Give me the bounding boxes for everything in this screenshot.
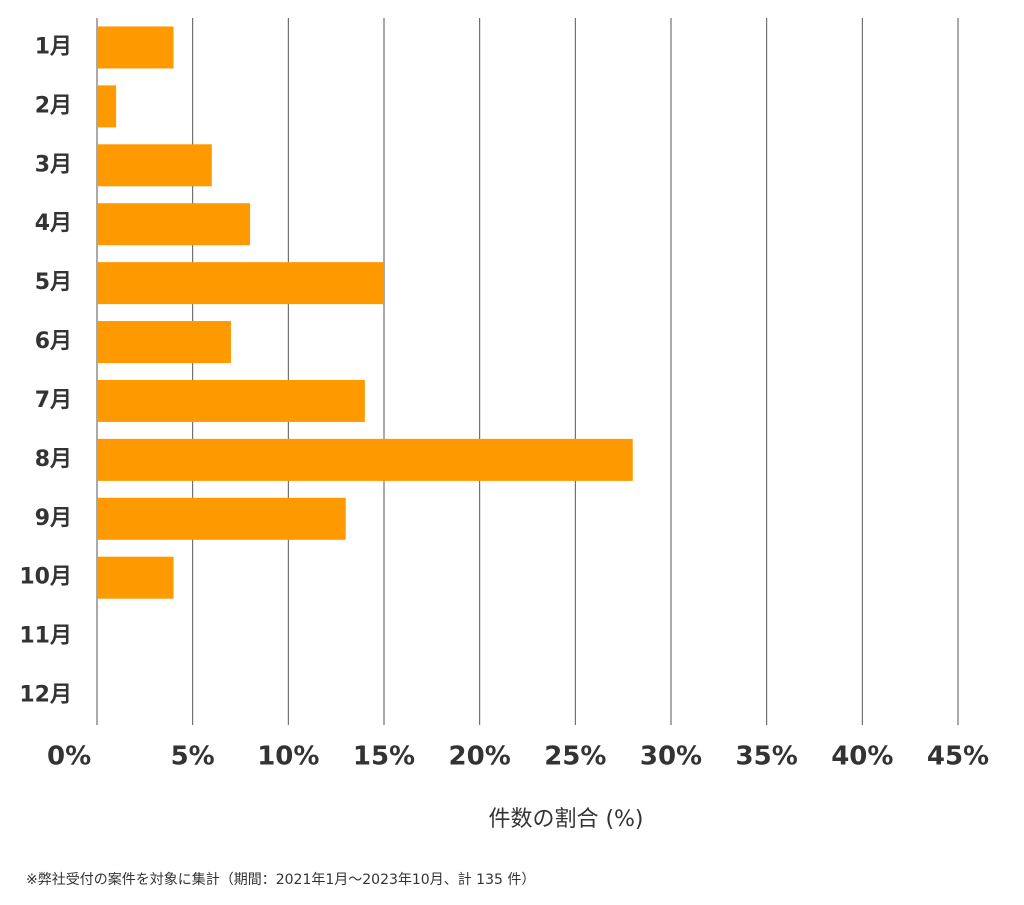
footnote: ※弊社受付の案件を対象に集計（期間：2021年1月～2023年10月、計 135… bbox=[26, 871, 535, 888]
bar bbox=[97, 144, 212, 187]
x-tick-label: 0% bbox=[47, 742, 91, 772]
y-tick-label: 1月 bbox=[35, 34, 72, 59]
y-tick-label: 10月 bbox=[19, 565, 72, 590]
x-tick-label: 10% bbox=[257, 742, 319, 772]
bar bbox=[97, 497, 346, 540]
y-tick-label: 11月 bbox=[19, 624, 72, 649]
y-tick-label: 12月 bbox=[19, 683, 72, 708]
x-tick-label: 5% bbox=[171, 742, 215, 772]
bar bbox=[97, 321, 231, 364]
x-tick-label: 45% bbox=[927, 742, 989, 772]
bar bbox=[97, 85, 117, 128]
y-tick-label: 8月 bbox=[35, 447, 72, 472]
y-tick-label: 2月 bbox=[35, 93, 72, 118]
x-tick-label: 20% bbox=[449, 742, 511, 772]
y-tick-label: 3月 bbox=[35, 152, 72, 177]
y-tick-label: 9月 bbox=[35, 506, 72, 531]
x-axis-label: 件数の割合 (%) bbox=[488, 807, 643, 832]
x-tick-label: 35% bbox=[736, 742, 798, 772]
y-tick-label: 7月 bbox=[35, 388, 72, 413]
x-tick-label: 40% bbox=[831, 742, 893, 772]
y-tick-label: 4月 bbox=[35, 211, 72, 236]
x-tick-label: 30% bbox=[640, 742, 702, 772]
x-tick-label: 25% bbox=[544, 742, 606, 772]
bar bbox=[97, 556, 174, 599]
bar bbox=[97, 379, 365, 422]
bar bbox=[97, 262, 384, 305]
y-tick-label: 6月 bbox=[35, 329, 72, 354]
bar bbox=[97, 203, 251, 246]
y-tick-label: 5月 bbox=[35, 270, 72, 295]
x-tick-label: 15% bbox=[353, 742, 415, 772]
bar bbox=[97, 26, 174, 69]
bar bbox=[97, 438, 633, 481]
